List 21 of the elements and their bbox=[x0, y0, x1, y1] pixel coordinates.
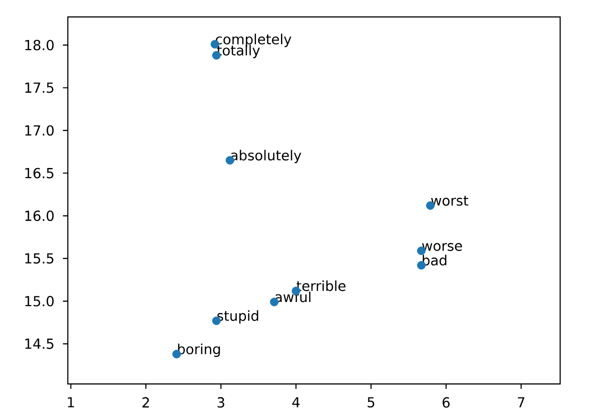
x-tick-label: 7 bbox=[518, 397, 524, 408]
x-tick-label: 3 bbox=[218, 397, 224, 408]
annotation: stupid bbox=[217, 310, 258, 324]
annotation: worst bbox=[431, 196, 468, 206]
y-tick-label: 15.0 bbox=[25, 296, 54, 306]
x-tick-label: 2 bbox=[142, 397, 149, 408]
y-tick-label: 17.0 bbox=[25, 125, 54, 136]
x-tick-label: 1 bbox=[68, 397, 74, 408]
y-tick-label: 16.0 bbox=[25, 210, 54, 222]
x-tick-label: 4 bbox=[292, 397, 300, 408]
x-tick-label: 6 bbox=[442, 397, 450, 408]
y-tick-label: 16.5 bbox=[25, 168, 54, 178]
annotation: worse bbox=[422, 243, 462, 252]
y-tick-label: 15.5 bbox=[25, 253, 54, 264]
annotation: terrible bbox=[296, 280, 346, 292]
annotation: boring bbox=[178, 344, 220, 358]
x-tick-label: 5 bbox=[368, 397, 374, 408]
annotation: absolutely bbox=[230, 150, 302, 164]
y-tick-label: 17.5 bbox=[25, 82, 54, 94]
y-tick-label: 14.5 bbox=[25, 338, 54, 350]
y-tick-label: 18.0 bbox=[25, 40, 54, 50]
